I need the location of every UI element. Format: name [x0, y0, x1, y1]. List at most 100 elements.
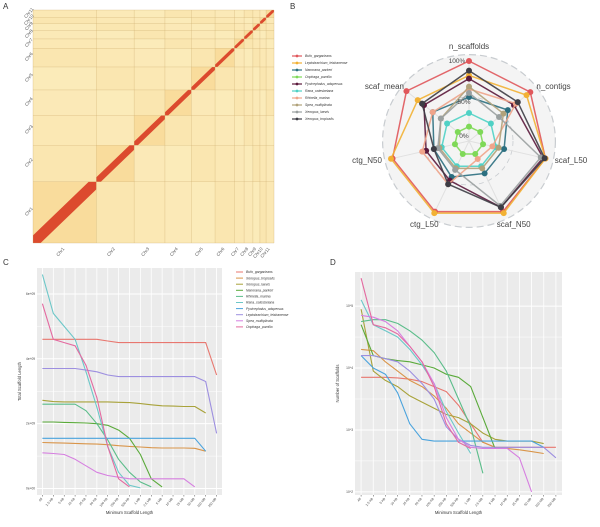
radar-series-line: [437, 92, 542, 207]
heatmap-block: [252, 10, 260, 18]
series-line: [42, 338, 218, 376]
heatmap-block: [259, 48, 267, 67]
legend-label: Xenopus_laevis: [304, 110, 329, 114]
radar-point: [477, 129, 484, 136]
radar-series-line: [391, 60, 547, 213]
x-tick-label: 10 KB: [390, 497, 399, 506]
x-tick-label: 5 KB: [57, 497, 65, 505]
heatmap-block: [134, 145, 165, 182]
radar-point: [466, 90, 472, 96]
radar-point: [487, 120, 494, 127]
heatmap-block: [215, 181, 235, 243]
radar-point: [388, 155, 395, 162]
legend-label: Rhinella_marina: [305, 96, 330, 100]
heatmap-block: [215, 10, 235, 18]
radar-axis-label: n_contigs: [536, 82, 570, 91]
radar-point: [459, 150, 466, 157]
chromosome-label-x: Chr11: [259, 246, 271, 259]
y-tick-label: 10^4: [346, 366, 353, 370]
radar-point: [466, 67, 472, 74]
y-tick-label: 10^3: [346, 428, 353, 432]
heatmap-block: [191, 115, 216, 146]
heatmap-diagonal: [164, 89, 192, 116]
heatmap-block: [33, 17, 97, 24]
radar-point: [497, 204, 504, 211]
chromosome-label-y: Chr11: [23, 6, 35, 19]
x-tick-label: 5 KB: [379, 497, 387, 505]
heatmap-block: [33, 10, 97, 18]
legend-swatch-dot: [295, 117, 299, 121]
heatmap-block: [215, 115, 235, 146]
radar-axis-label: scaf_L50: [555, 156, 588, 165]
radar-chart: n_scaffolds n_contigs scaf_L50 scaf_N50 ctg_…: [292, 42, 588, 229]
heatmap-block: [215, 89, 235, 116]
heatmap-block: [252, 17, 260, 24]
heatmap-block: [252, 181, 260, 243]
x-tick-label: 2.5 MB: [474, 497, 484, 507]
x-tick-label: 5 MB: [155, 497, 163, 505]
heatmap-block: [96, 181, 135, 243]
legend-label: Nanorana_parkeri: [246, 289, 273, 293]
heatmap-block: [252, 89, 260, 116]
heatmap-block: [96, 48, 135, 67]
x-tick-label: 250 MB: [547, 497, 557, 508]
legend-swatch-dot: [295, 82, 299, 86]
radar-point: [514, 99, 521, 106]
radar-point: [480, 141, 487, 148]
heatmap-block: [33, 48, 97, 67]
heatmap-block: [191, 48, 216, 67]
series-line: [42, 437, 207, 452]
heatmap-diagonal: [234, 38, 245, 49]
heatmap-block: [191, 89, 216, 116]
legend-swatch-dot: [295, 75, 299, 79]
legend-label: Leptobrachium_leishanense: [246, 313, 289, 317]
heatmap-block: [215, 145, 235, 182]
heatmap-block: [164, 10, 192, 18]
x-tick-label: 2.5 KB: [365, 497, 374, 507]
chromosome-label-x: Chr4: [169, 246, 179, 257]
radar-point: [430, 146, 437, 153]
chromosome-label-x: Chr6: [215, 246, 225, 257]
heatmap-diagonal: [96, 145, 135, 182]
chromosome-label-y: Chr3: [24, 124, 34, 135]
heatmap-block: [234, 23, 245, 31]
heatmap-block: [215, 17, 235, 24]
heatmap-block: [244, 66, 253, 90]
radar-ring-label: 100%: [449, 58, 466, 65]
radar-point: [479, 165, 486, 172]
radar-point: [429, 109, 436, 116]
y-tick-label: 0e+00: [26, 487, 35, 491]
y-tick-label: 10^5: [346, 304, 353, 308]
radar-point: [466, 75, 472, 82]
y-tick-label: 10^2: [346, 490, 353, 494]
heatmap-block: [259, 30, 267, 39]
heatmap-block: [164, 145, 192, 182]
heatmap-block: [234, 30, 245, 39]
heatmap-block: [33, 66, 97, 90]
heatmap-block: [134, 66, 165, 90]
legend-label: Bufo_gargarizans: [305, 54, 332, 58]
heatmap-block: [259, 115, 267, 146]
series-line: [361, 314, 533, 493]
heatmap-block: [164, 30, 192, 39]
series-line: [41, 303, 130, 488]
legend-swatch-dot: [295, 54, 299, 58]
heatmap-block: [96, 17, 135, 24]
chromosome-label-y: Chr1: [24, 206, 34, 217]
legend-label: Bufo_gargarizans: [246, 270, 273, 274]
x-tick-label: 500 KB: [120, 497, 130, 508]
heatmap-diagonal: [266, 10, 274, 18]
heatmap-block: [259, 66, 267, 90]
series-line: [42, 399, 206, 414]
radar-series-line: [421, 69, 546, 209]
radar-axis-label: scaf_N50: [497, 220, 531, 229]
heatmap-diagonal: [259, 17, 267, 24]
heatmap-block: [96, 10, 135, 18]
radar-point: [466, 123, 472, 130]
panel-a-letter: A: [3, 2, 9, 11]
chromosome-label-x: Chr9: [247, 246, 257, 257]
radar-point: [496, 114, 503, 121]
x-tick-label: 1 MB: [133, 497, 141, 505]
radar-axis-label: ctg_L50: [410, 220, 439, 229]
